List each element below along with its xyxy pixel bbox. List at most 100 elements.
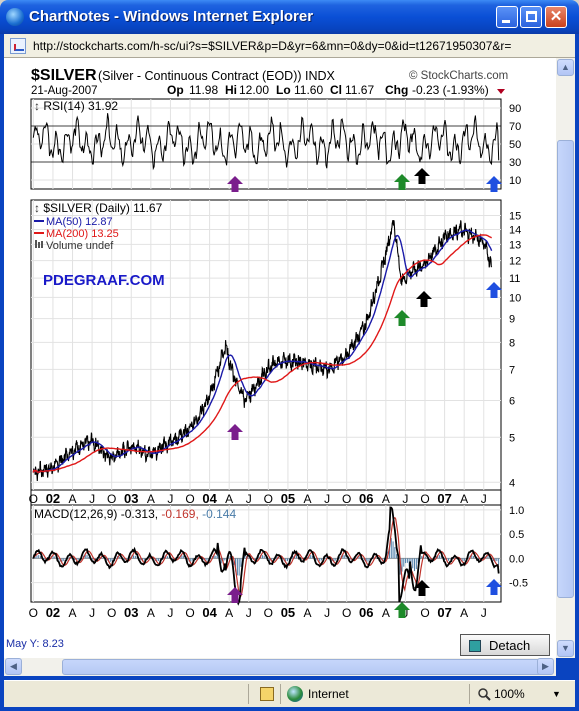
price-tick-label: 4 — [509, 477, 515, 489]
purple-up-arrow — [227, 587, 243, 603]
price-tick-label: 10 — [509, 292, 521, 304]
brand-label: © StockCharts.com — [409, 70, 508, 82]
price-panel-frame — [30, 199, 502, 491]
x-tick-label: J — [89, 492, 95, 506]
status-separator — [248, 684, 249, 704]
address-url[interactable]: http://stockcharts.com/h-sc/ui?s=$SILVER… — [33, 39, 512, 53]
macd-title-text: MACD(12,26,9) — [34, 507, 117, 521]
volume-swatch — [38, 242, 40, 248]
hi-value: 12.00 — [239, 83, 269, 97]
horizontal-scrollbar[interactable]: ◀ ▶ — [4, 658, 556, 676]
detach-button[interactable]: Detach — [460, 634, 550, 656]
price-tick-label: 12 — [509, 256, 521, 268]
x-tick-label: 05 — [281, 491, 295, 506]
macd-panel-frame — [30, 504, 502, 603]
detach-icon — [469, 640, 481, 652]
price-tick-label: 15 — [509, 211, 521, 223]
ie-logo-icon — [6, 8, 24, 26]
signal-arrows — [227, 168, 502, 618]
price-series-line — [32, 220, 493, 482]
scroll-up-button[interactable]: ▲ — [557, 59, 574, 76]
volume-swatch — [41, 241, 43, 248]
purple-up-arrow — [227, 176, 243, 192]
x-tick-label: A — [304, 606, 312, 620]
x-tick-label: J — [324, 492, 330, 506]
x-tick-label: O — [420, 492, 429, 506]
x-tick-label: A — [460, 492, 468, 506]
cl-value: 11.67 — [345, 83, 374, 97]
cursor-readout: May Y: 8.23 — [6, 638, 64, 650]
x-tick-label: O — [420, 606, 429, 620]
volume-legend: Volume undef — [46, 240, 114, 252]
macd-tick-label: -0.5 — [509, 578, 528, 590]
window-title: ChartNotes - Windows Internet Explorer — [29, 8, 314, 25]
x-tick-label: A — [69, 606, 77, 620]
x-tick-label: A — [304, 492, 312, 506]
status-separator — [469, 684, 470, 704]
x-tick-label: J — [167, 606, 173, 620]
scroll-down-button[interactable]: ▼ — [557, 640, 574, 657]
rsi-tick-label: 30 — [509, 157, 521, 169]
price-tick-label: 11 — [509, 273, 520, 285]
x-tick-label: J — [402, 492, 408, 506]
price-tick-label: 7 — [509, 364, 515, 376]
x-tick-label: A — [225, 492, 233, 506]
chart-status-line: May Y: 8.23 Detach — [4, 632, 556, 658]
rsi-tick-label: 70 — [509, 121, 521, 133]
x-tick-label: 03 — [124, 605, 138, 620]
lock-icon — [260, 687, 274, 701]
green-up-arrow — [394, 602, 410, 618]
symbol-name: (Silver - Continuous Contract (EOD)) — [98, 69, 302, 83]
x-tick-label: J — [246, 492, 252, 506]
zoom-level[interactable]: 100% — [494, 687, 525, 701]
x-tick-label: O — [185, 606, 194, 620]
close-button[interactable]: ✕ — [545, 6, 567, 28]
horizontal-scroll-thumb[interactable] — [62, 659, 544, 675]
maximize-button[interactable] — [520, 6, 542, 28]
vertical-scrollbar[interactable]: ▲ ▼ — [556, 58, 575, 658]
address-bar[interactable]: http://stockcharts.com/h-sc/ui?s=$SILVER… — [4, 34, 575, 58]
black-up-arrow — [414, 580, 430, 596]
detach-label: Detach — [489, 638, 531, 653]
x-tick-label: O — [29, 606, 38, 620]
x-tick-label: O — [342, 492, 351, 506]
price-tick-label: 14 — [509, 224, 521, 236]
globe-icon — [287, 686, 303, 702]
x-tick-label: J — [481, 606, 487, 620]
black-up-arrow — [414, 168, 430, 184]
vertical-scroll-thumb[interactable] — [557, 140, 574, 598]
macd-tick-label: 1.0 — [509, 505, 524, 517]
lo-value: 11.60 — [294, 83, 323, 97]
x-tick-label: 03 — [124, 491, 138, 506]
x-tick-label: A — [382, 492, 390, 506]
op-label: Op — [167, 83, 184, 97]
date-label: 21-Aug-2007 — [31, 85, 98, 97]
volume-swatch — [35, 240, 37, 248]
exchange-label: INDX — [305, 69, 336, 83]
x-tick-label: 06 — [359, 491, 373, 506]
page-icon — [10, 38, 26, 54]
blue-up-arrow — [486, 282, 502, 298]
chart-content: $SILVER (Silver - Continuous Contract (E… — [4, 58, 556, 632]
minimize-button[interactable] — [496, 6, 518, 28]
browser-status-bar: Internet 100% ▼ — [4, 680, 575, 707]
price-tick-label: 5 — [509, 432, 515, 444]
scroll-right-button[interactable]: ▶ — [537, 658, 554, 675]
macd-line — [32, 506, 500, 606]
x-tick-label: A — [147, 606, 155, 620]
down-arrow-icon — [497, 89, 505, 94]
x-tick-label: J — [324, 606, 330, 620]
zoom-icon[interactable] — [477, 687, 491, 701]
green-up-arrow — [394, 174, 410, 190]
scroll-left-button[interactable]: ◀ — [5, 658, 22, 675]
x-tick-label: J — [246, 606, 252, 620]
price-tick-label: 9 — [509, 314, 515, 326]
x-tick-label: A — [382, 606, 390, 620]
x-tick-label: A — [460, 606, 468, 620]
purple-up-arrow — [227, 424, 243, 440]
rsi-title-text: RSI(14) 31.92 — [43, 99, 118, 113]
macd-tick-label: 0.5 — [509, 529, 524, 541]
chevron-down-icon[interactable]: ▼ — [552, 689, 561, 699]
macd-title: MACD(12,26,9) -0.313, -0.169, -0.144 — [34, 507, 236, 521]
x-tick-label: O — [264, 606, 273, 620]
